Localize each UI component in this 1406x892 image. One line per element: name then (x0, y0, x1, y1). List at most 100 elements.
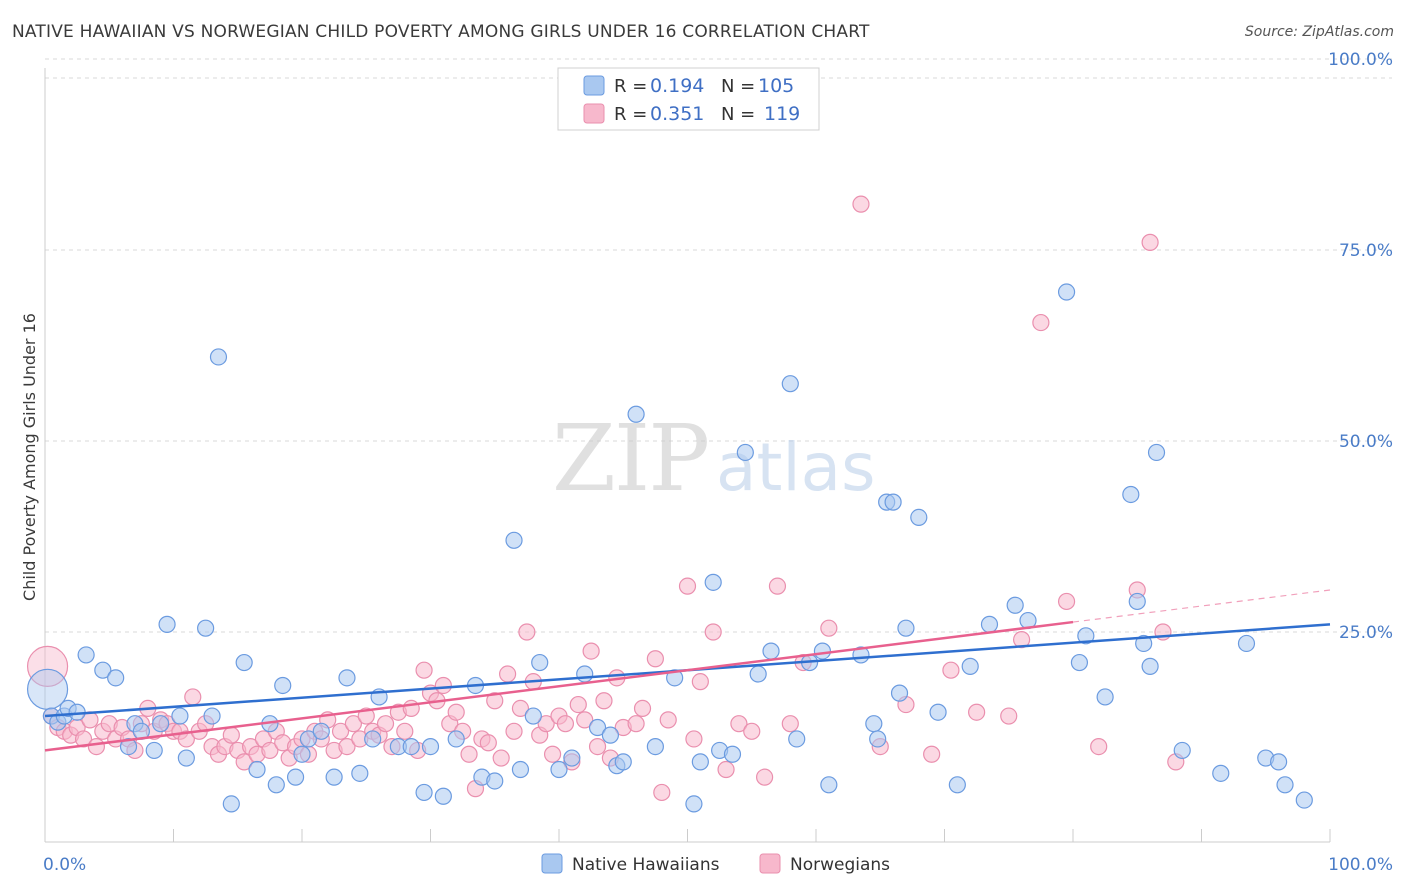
hawaiian-point-6 (77, 646, 95, 664)
hawaiian-point-99 (1276, 776, 1294, 794)
norwegian-point-93 (646, 650, 664, 668)
trend-lines (44, 589, 1331, 752)
hawaiian-point-62 (723, 745, 742, 763)
norwegian-point-83 (569, 695, 587, 714)
hawaiian-point-29 (312, 722, 330, 740)
hawaiian-point-39 (434, 787, 452, 805)
norwegian-point-23 (184, 688, 202, 706)
norwegian-point-64 (447, 703, 465, 721)
norwegian-point-59 (415, 661, 433, 679)
legend-swatch-blue (583, 75, 605, 96)
hawaiian-point-55 (627, 405, 645, 423)
norwegian-point-99 (704, 623, 722, 641)
hawaiian-point-83 (1006, 596, 1024, 614)
norwegian-point-85 (582, 642, 600, 660)
norwegian-point-84 (576, 711, 594, 729)
hawaiian-point-7 (94, 661, 112, 679)
norwegian-point-92 (633, 699, 652, 718)
tick-labels: 25.0% 50.0% 75.0% 100.0% 0.0% 100.0% (43, 50, 1393, 875)
legend-r-value-1: 0.194 (650, 75, 704, 97)
hawaiian-point-44 (505, 531, 523, 549)
norwegian-point-74 (511, 699, 530, 718)
y-tick-label-25: 25.0% (1339, 623, 1393, 643)
norwegian-point-47 (338, 737, 356, 756)
hawaiian-point-79 (929, 703, 947, 721)
hawaiian-point-63 (736, 443, 754, 462)
hawaiian-point-28 (299, 730, 318, 748)
norwegian-point-69 (479, 734, 497, 752)
norwegian-point-105 (781, 715, 799, 733)
hawaiian-point-81 (961, 657, 979, 675)
hawaiian-point-86 (1070, 653, 1089, 672)
hawaiian-point-89 (1122, 485, 1140, 504)
norwegian-point-111 (923, 745, 941, 763)
hawaiian-point-18 (203, 707, 221, 725)
hawaiian-point-78 (910, 508, 928, 527)
norwegian-point-29 (222, 726, 240, 744)
hawaiian-point-75 (884, 493, 902, 511)
hawaiian-point-50 (576, 665, 594, 683)
norwegian-point-108 (852, 195, 870, 213)
norwegian-point-48 (344, 715, 362, 733)
norwegian-point-53 (376, 715, 395, 733)
hawaiian-point-69 (813, 642, 832, 660)
hawaiian-point-88 (1096, 688, 1114, 706)
legend-n-value-2: 119 (764, 103, 800, 125)
y-tick-label-75: 75.0% (1339, 241, 1393, 261)
trendline-solid-1 (44, 620, 1074, 752)
hawaiian-point-52 (601, 726, 620, 744)
bottom-legend-swatch-blue (541, 853, 563, 874)
norwegian-point-73 (505, 722, 523, 740)
norwegian-point-75 (518, 623, 536, 641)
hawaiian-point-22 (248, 760, 266, 779)
hawaiian-point-92 (1141, 657, 1159, 675)
native-hawaiians-points (26, 283, 1313, 813)
hawaiian-point-19 (209, 348, 228, 366)
norwegian-point-78 (537, 715, 555, 733)
watermark: ZIP atlas (552, 405, 876, 512)
y-tick-label-50: 50.0% (1339, 432, 1393, 452)
hawaiian-point-12 (145, 741, 163, 760)
hawaiian-point-33 (364, 730, 382, 748)
legend-r-value-2: 0.351 (650, 103, 704, 125)
hawaiian-point-32 (351, 764, 369, 782)
hawaiian-point-16 (177, 749, 195, 767)
norwegian-point-56 (396, 722, 414, 740)
hawaiian-point-96 (1237, 634, 1256, 653)
hawaiian-point-64 (749, 665, 767, 683)
y-tick-label-100: 100.0% (1328, 50, 1393, 70)
hawaiian-point-70 (820, 776, 838, 794)
norwegian-point-72 (499, 665, 517, 683)
norwegian-point-86 (588, 737, 607, 756)
hawaiian-point-57 (666, 669, 684, 687)
norwegian-point-120 (1141, 233, 1159, 251)
hawaiian-point-17 (197, 619, 215, 637)
hawaiian-point-80 (948, 776, 966, 794)
norwegian-point-81 (556, 715, 575, 733)
legend-r-label-1: R = (614, 76, 647, 97)
top-legend: R = 0.194 N = 105 R = 0.351 N = 119 (557, 67, 820, 131)
norwegian-point-95 (659, 711, 677, 729)
hawaiian-point-77 (897, 619, 915, 637)
hawaiian-point-36 (402, 737, 420, 756)
hawaiian-point-13 (152, 715, 170, 733)
hawaiian-point-90 (1128, 592, 1146, 611)
hawaiian-point-85 (1057, 283, 1076, 301)
hawaiian-point-91 (1135, 634, 1153, 653)
hawaiian-point-14 (158, 615, 176, 633)
hawaiian-point-76 (890, 684, 909, 702)
norwegian-point-117 (1057, 592, 1076, 611)
trendline-dashed-1 (1072, 589, 1331, 623)
norwegian-point-94 (653, 783, 671, 802)
hawaiian-point-58 (685, 795, 703, 813)
hawaiian-point-66 (781, 375, 799, 393)
legend-swatch-pink (583, 103, 605, 124)
hawaiian-point-94 (1173, 741, 1191, 760)
hawaiian-point-51 (588, 718, 607, 737)
norwegian-point-62 (434, 676, 452, 695)
hawaiian-point-26 (286, 768, 305, 786)
norwegian-point-31 (235, 753, 253, 771)
norwegian-point-79 (543, 745, 562, 763)
norwegian-point-96 (678, 577, 697, 595)
hawaiian-point-60 (704, 573, 722, 591)
